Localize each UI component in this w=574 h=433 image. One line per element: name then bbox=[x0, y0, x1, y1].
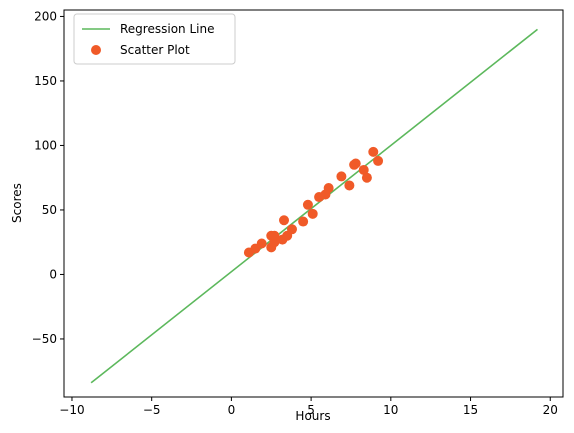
scatter-point bbox=[302, 199, 313, 210]
scatter-point bbox=[298, 216, 309, 227]
y-axis-label: Scores bbox=[10, 183, 24, 223]
x-tick-label: 10 bbox=[383, 403, 398, 417]
scatter-point bbox=[286, 224, 297, 235]
y-tick-label: 200 bbox=[34, 9, 57, 23]
scatter-point bbox=[336, 171, 347, 182]
y-tick-label: 100 bbox=[34, 138, 57, 152]
x-tick-label: −5 bbox=[143, 403, 161, 417]
scatter-point bbox=[256, 238, 267, 249]
legend-label-scatter-plot: Scatter Plot bbox=[120, 43, 190, 57]
legend-label-regression-line: Regression Line bbox=[120, 22, 214, 36]
legend-box bbox=[73, 13, 236, 65]
scatter-point bbox=[307, 208, 318, 219]
y-tick-label: 50 bbox=[42, 203, 57, 217]
y-axis-ticks: −50 0 50 100 150 200 bbox=[32, 9, 64, 346]
x-tick-label: 20 bbox=[543, 403, 558, 417]
scatter-point bbox=[279, 215, 290, 226]
scatter-point bbox=[323, 183, 334, 194]
regression-line bbox=[90, 28, 538, 384]
axes-frame bbox=[63, 9, 564, 398]
scatter-point bbox=[368, 146, 379, 157]
scatter-point bbox=[350, 158, 361, 169]
y-tick-label: 150 bbox=[34, 74, 57, 88]
y-tick-label: 0 bbox=[49, 267, 57, 281]
x-tick-label: 15 bbox=[463, 403, 478, 417]
x-tick-label: 5 bbox=[307, 403, 315, 417]
scatter-point bbox=[361, 172, 372, 183]
scatter-point bbox=[373, 155, 384, 166]
y-tick-label: −50 bbox=[32, 332, 57, 346]
scatter-point bbox=[344, 180, 355, 191]
x-axis-ticks: −10 −5 0 5 10 15 20 bbox=[59, 397, 558, 417]
scatter-point bbox=[269, 230, 280, 241]
x-tick-label: 0 bbox=[228, 403, 236, 417]
scatter-point bbox=[358, 164, 369, 175]
plot-area bbox=[63, 9, 564, 398]
legend-point-swatch bbox=[91, 45, 101, 55]
legend: Regression Line Scatter Plot bbox=[73, 13, 236, 65]
series-layer bbox=[90, 28, 538, 384]
x-tick-label: −10 bbox=[59, 403, 84, 417]
x-axis-label: Hours bbox=[295, 409, 330, 423]
